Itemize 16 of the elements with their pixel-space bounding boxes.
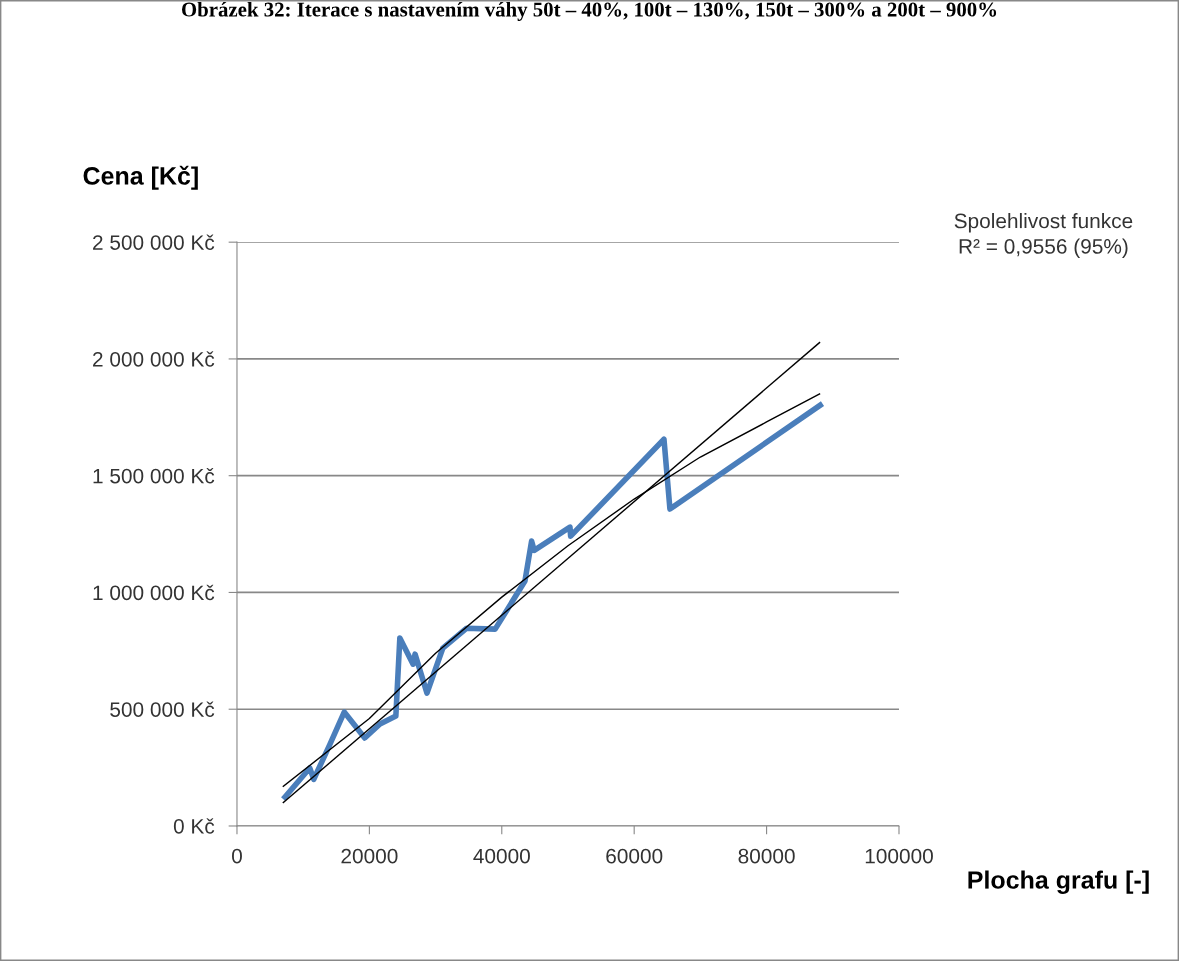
y-tick-label: 1 000 000 Kč: [93, 584, 215, 601]
y-tick-label: 0 Kč: [173, 818, 215, 834]
x-tick-label: 80000: [738, 848, 795, 864]
x-tick-label: 60000: [606, 848, 663, 864]
x-tick-label: 0: [232, 848, 242, 864]
x-tick-label: 40000: [473, 848, 530, 864]
x-tick-label: 20000: [341, 848, 398, 864]
y-tick-label: 2 500 000 Kč: [93, 234, 215, 250]
chart-title: Obrázek 32: Iterace s nastavením váhy 50t – 40%, 100t – 130%, 150t – 300% a 200t – 900%: [181, 1, 997, 21]
y-axis-title: Cena [Kč]: [83, 165, 198, 190]
x-tick-label: 100000: [865, 848, 933, 864]
y-tick-label: 2 000 000 Kč: [93, 351, 215, 367]
x-axis-title: Plocha grafu [-]: [968, 870, 1149, 894]
text: Spolehlivost funkce R² = 0,9556 (95%): [954, 213, 1133, 258]
y-tick-label: 1 500 000 Kč: [93, 468, 215, 484]
y-tick-label: 500 000 Kč: [110, 701, 215, 717]
